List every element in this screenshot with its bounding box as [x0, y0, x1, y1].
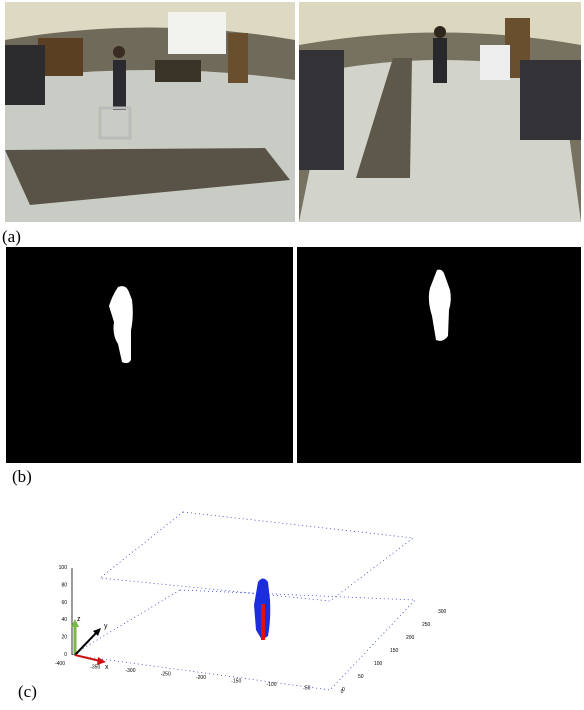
panel-label: (a): [2, 227, 21, 247]
y-tick-label: 250: [422, 622, 431, 628]
figure: 100806040200-400-350-300-250-200-150-100…: [0, 0, 584, 710]
silhouette-right: [297, 247, 581, 463]
silhouette-left: [6, 247, 293, 463]
y-tick-label: 50: [358, 674, 364, 680]
z-tick-label: 60: [61, 600, 67, 606]
y-tick-label: 200: [406, 635, 415, 641]
x-tick-label: -300: [125, 668, 135, 674]
x-tick-label: -150: [231, 679, 241, 685]
z-tick-label: 80: [61, 582, 67, 588]
photo-right: [299, 2, 581, 222]
y-tick-label: 150: [390, 648, 399, 654]
y-tick-label: 300: [438, 609, 447, 615]
y-tick-label: 0: [342, 687, 345, 693]
y-tick-label: 100: [374, 661, 383, 667]
z-axis-label: z: [77, 616, 81, 623]
x-tick-label: -200: [196, 675, 206, 681]
plot-3d: [72, 512, 415, 690]
z-tick-label: 40: [61, 617, 67, 623]
x-tick-label: -50: [303, 686, 310, 692]
x-tick-label: -100: [266, 682, 276, 688]
z-tick-label: 0: [64, 652, 67, 658]
z-tick-label: 100: [59, 565, 68, 571]
photo-left: [5, 2, 295, 222]
panel-label: (b): [12, 467, 32, 487]
plot-top-plane: [100, 512, 413, 601]
x-tick-label: -250: [161, 672, 171, 678]
axis-arrows: [71, 619, 106, 665]
x-tick-label: -400: [55, 661, 65, 667]
figure-canvas: 100806040200-400-350-300-250-200-150-100…: [0, 0, 584, 710]
x-tick-label: -350: [90, 665, 100, 671]
x-axis-label: x: [105, 664, 109, 671]
person-points: [254, 579, 270, 641]
y-axis-label: y: [104, 623, 108, 630]
z-tick-label: 20: [61, 635, 67, 641]
panel-label: (c): [18, 682, 37, 702]
